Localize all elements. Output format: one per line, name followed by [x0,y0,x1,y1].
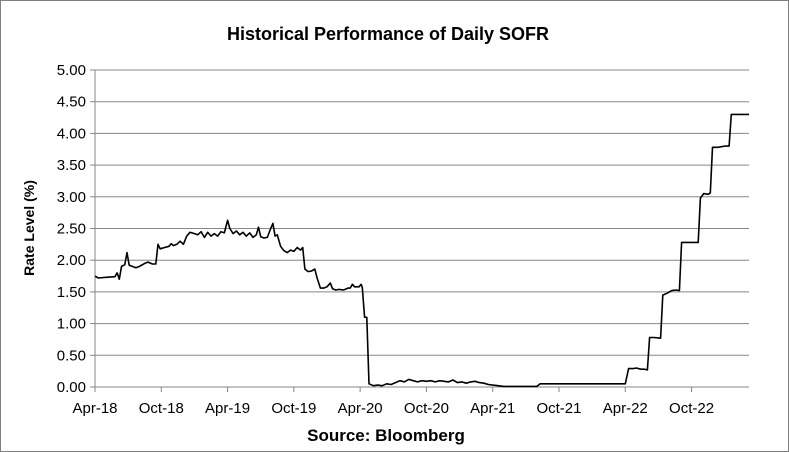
chart-title: Historical Performance of Daily SOFR [227,24,549,44]
y-tick-label-5: 2.50 [57,221,86,238]
x-tick-label-2: Apr-19 [205,400,250,417]
x-tick-label-6: Apr-21 [470,400,515,417]
x-tick-label-4: Apr-20 [338,400,383,417]
x-axis-tick-labels: Apr-18 Oct-18 Apr-19 Oct-19 Apr-20 Oct-20 Apr-… [72,387,714,417]
x-tick-label-8: Apr-22 [603,400,648,417]
series-layer [94,113,749,388]
x-tick-label-0: Apr-18 [72,400,117,417]
y-tick-label-9: 4.50 [57,94,86,111]
y-tick-label-4: 2.00 [57,252,86,269]
y-axis-tick-labels: 0.00 0.50 1.00 1.50 2.00 2.50 3.00 3.50 4.00 4.50… [57,62,95,396]
source-label: Source: Bloomberg [307,426,465,445]
x-tick-label-3: Oct-19 [271,400,316,417]
x-tick-label-5: Oct-20 [404,400,449,417]
y-tick-label-8: 4.00 [57,125,86,142]
series-line-0 [94,113,749,388]
gridlines [95,69,749,356]
y-tick-label-0: 0.00 [57,379,86,396]
y-tick-label-3: 1.50 [57,284,86,301]
y-tick-label-6: 3.00 [57,189,86,206]
y-tick-label-1: 0.50 [57,347,86,364]
y-axis-title: Rate Level (%) [21,180,37,276]
x-tick-label-1: Oct-18 [139,400,184,417]
y-tick-label-7: 3.50 [57,157,86,174]
x-tick-label-9: Oct-22 [669,400,714,417]
x-tick-label-7: Oct-21 [536,400,581,417]
y-tick-label-10: 5.00 [57,62,86,79]
y-tick-label-2: 1.00 [57,316,86,333]
